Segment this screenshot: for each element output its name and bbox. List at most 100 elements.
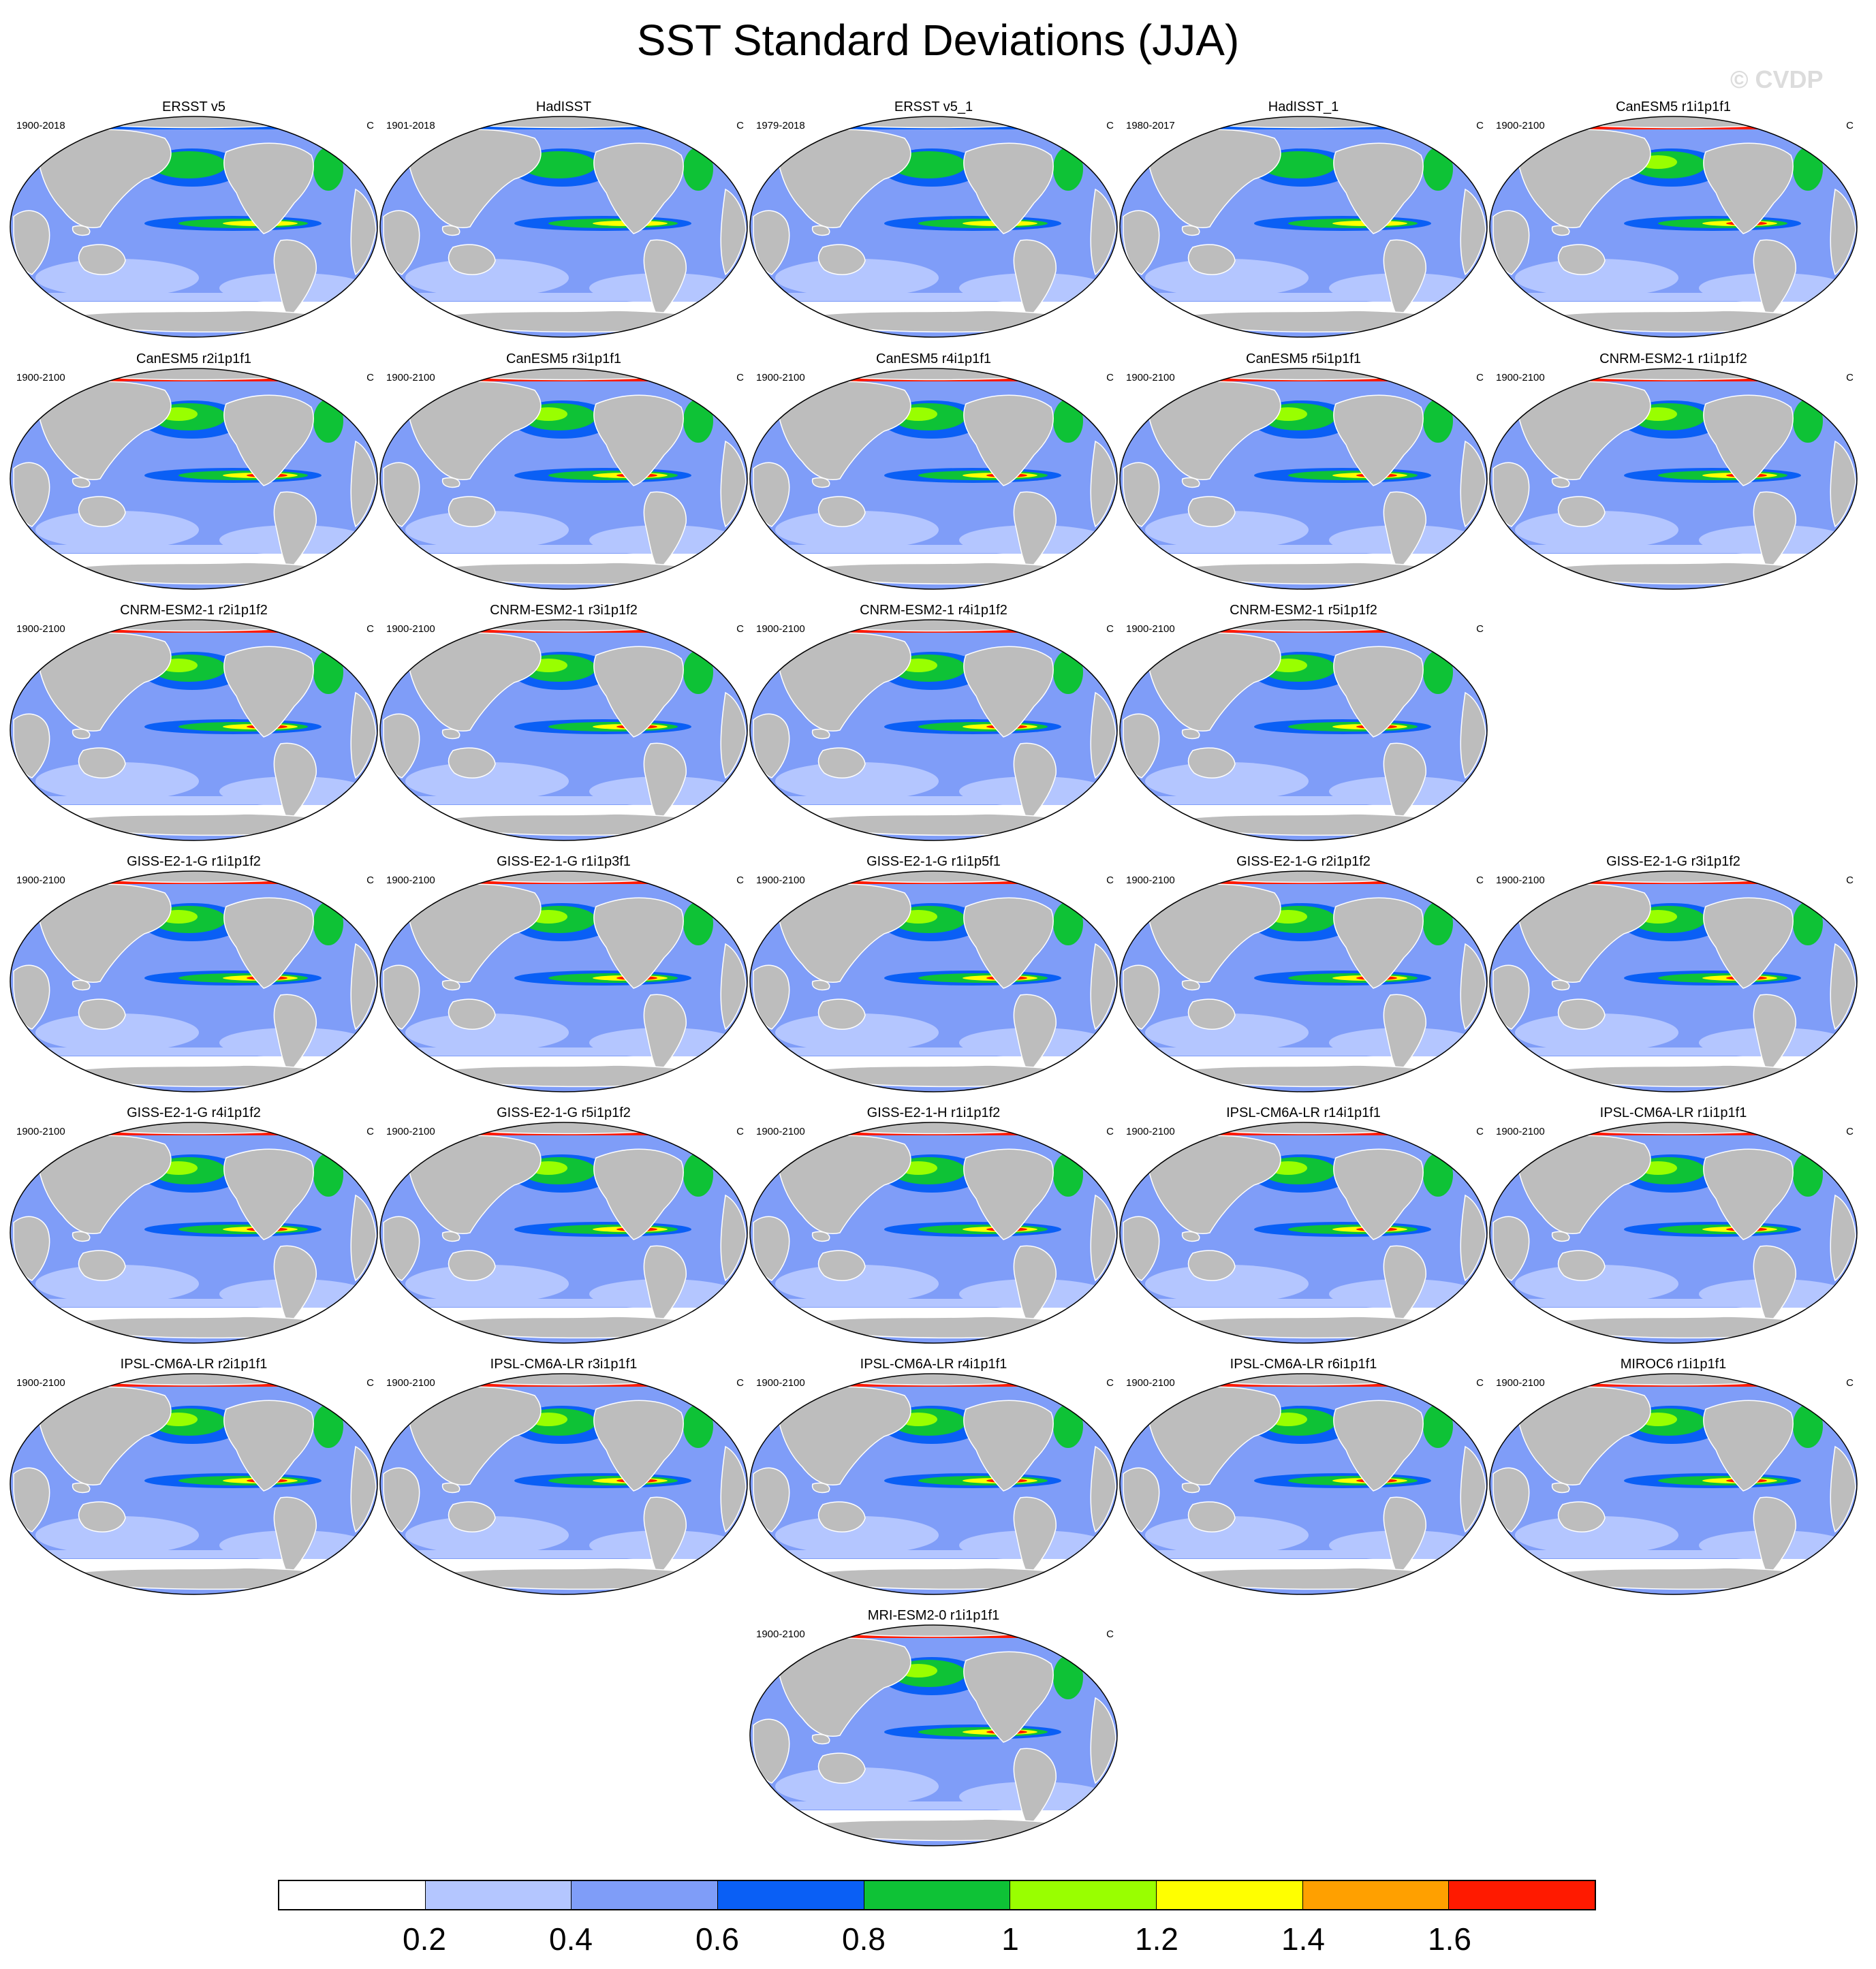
sst-std-map xyxy=(749,870,1118,1092)
map-outline xyxy=(1119,1373,1488,1595)
land-mass xyxy=(963,394,1054,486)
land-mass xyxy=(1123,210,1160,275)
map-outline xyxy=(1489,368,1858,590)
panel-title: CanESM5 r1i1p1f1 xyxy=(1616,99,1731,114)
land-mass xyxy=(963,1148,1054,1240)
sst-std-map xyxy=(10,870,378,1092)
sst-std-map xyxy=(10,1373,378,1595)
land-mass xyxy=(441,979,460,991)
map-outline xyxy=(749,870,1118,1092)
map-panel: CNRM-ESM2-1 r2i1p1f2 1900-2100 C xyxy=(8,603,379,848)
map-panel: IPSL-CM6A-LR r1i1p1f1 1900-2100 C xyxy=(1488,1105,1859,1351)
north-atlantic-variability xyxy=(313,1153,343,1197)
sst-std-map xyxy=(1489,1122,1858,1344)
map-outline xyxy=(10,619,378,841)
southern-ocean-edge xyxy=(1490,293,1857,301)
panel-years: 1900-2100 xyxy=(756,623,805,635)
map-panel: GISS-E2-1-G r1i1p5f1 1900-2100 C xyxy=(748,854,1119,1099)
panel-years: 1900-2100 xyxy=(386,623,435,635)
land-mass xyxy=(350,188,377,276)
panel-title: CNRM-ESM2-1 r4i1p1f2 xyxy=(860,603,1007,618)
southern-ocean-edge xyxy=(380,545,747,553)
north-atlantic-variability xyxy=(683,650,713,694)
map-outline xyxy=(379,619,748,841)
land-mass xyxy=(223,897,314,989)
panel-title: GISS-E2-1-G r1i1p3f1 xyxy=(497,854,631,869)
sst-std-map xyxy=(749,1373,1118,1595)
figure-title: SST Standard Deviations (JJA) xyxy=(636,16,1240,65)
land-mass xyxy=(775,883,911,983)
land-mass xyxy=(405,632,542,731)
map-outline xyxy=(749,1373,1118,1595)
panel-units: C xyxy=(1846,875,1854,886)
panel-title: GISS-E2-1-G r1i1p5f1 xyxy=(866,854,1001,869)
land-mass xyxy=(1460,1445,1486,1533)
panel-years: 1900-2100 xyxy=(386,372,435,383)
low-variability-patch xyxy=(1145,762,1309,800)
panel-title: CanESM5 r3i1p1f1 xyxy=(506,351,621,366)
land-mass xyxy=(1703,1148,1794,1240)
sst-std-map xyxy=(1119,870,1488,1092)
land-mass xyxy=(1557,244,1606,275)
panel-years: 1900-2100 xyxy=(16,1126,65,1137)
low-variability-patch xyxy=(1145,1265,1309,1303)
land-mass xyxy=(35,1386,172,1485)
land-mass xyxy=(1492,964,1530,1030)
land-mass xyxy=(963,1400,1054,1492)
land-mass xyxy=(1492,1467,1530,1532)
land-mass xyxy=(13,1467,50,1532)
map-outline xyxy=(1119,368,1488,590)
land-mass xyxy=(72,728,91,740)
sst-std-map xyxy=(1489,870,1858,1092)
panel-years: 1900-2100 xyxy=(386,1377,435,1389)
southern-ocean-edge xyxy=(750,1801,1117,1810)
land-mass xyxy=(720,943,747,1030)
panel-units: C xyxy=(366,1377,374,1389)
southern-ocean-edge xyxy=(1120,796,1487,804)
map-panel: CanESM5 r3i1p1f1 1900-2100 C xyxy=(378,351,749,597)
land-mass xyxy=(1830,1194,1856,1282)
southern-ocean-edge xyxy=(750,1047,1117,1056)
map-outline xyxy=(1119,870,1488,1092)
colorbar-tick-label: 0.2 xyxy=(403,1921,446,1957)
panel-title: GISS-E2-1-G r5i1p1f2 xyxy=(497,1105,631,1120)
land-mass xyxy=(1123,713,1160,778)
low-variability-patch xyxy=(775,1516,939,1554)
land-mass xyxy=(448,998,496,1030)
low-variability-patch xyxy=(1145,1516,1309,1554)
land-mass xyxy=(405,381,542,480)
low-variability-patch xyxy=(775,259,939,297)
land-mass xyxy=(13,462,50,527)
low-variability-patch xyxy=(1145,1013,1309,1052)
map-outline xyxy=(10,368,378,590)
panel-title: GISS-E2-1-G r2i1p1f2 xyxy=(1236,854,1371,869)
land-mass xyxy=(593,394,684,486)
land-mass xyxy=(753,1216,790,1281)
southern-ocean-edge xyxy=(1120,545,1487,553)
panel-units: C xyxy=(1476,372,1484,383)
panel-title: GISS-E2-1-H r1i1p1f2 xyxy=(866,1105,1001,1120)
panel-title: IPSL-CM6A-LR r1i1p1f1 xyxy=(1599,1105,1747,1120)
north-atlantic-variability xyxy=(1423,1404,1453,1448)
southern-ocean-edge xyxy=(10,1047,377,1056)
land-mass xyxy=(35,381,172,480)
sst-std-map xyxy=(379,116,748,338)
southern-ocean-edge xyxy=(380,1550,747,1558)
panel-years: 1979-2018 xyxy=(756,120,805,131)
colorbar-tick-label: 1.6 xyxy=(1428,1921,1471,1957)
panel-units: C xyxy=(366,1126,374,1137)
land-mass xyxy=(383,210,420,275)
land-mass xyxy=(78,1501,126,1532)
low-variability-patch xyxy=(1145,259,1309,297)
land-mass xyxy=(1090,440,1116,528)
land-mass xyxy=(753,964,790,1030)
land-mass xyxy=(1703,394,1794,486)
low-variability-patch xyxy=(1515,1265,1678,1303)
land-mass xyxy=(1460,188,1486,276)
land-mass xyxy=(1090,1194,1116,1282)
land-mass xyxy=(448,1501,496,1532)
panel-units: C xyxy=(1106,1628,1114,1640)
panel-title: CNRM-ESM2-1 r2i1p1f2 xyxy=(120,603,268,618)
land-mass xyxy=(775,632,911,731)
land-mass xyxy=(1460,1194,1486,1282)
